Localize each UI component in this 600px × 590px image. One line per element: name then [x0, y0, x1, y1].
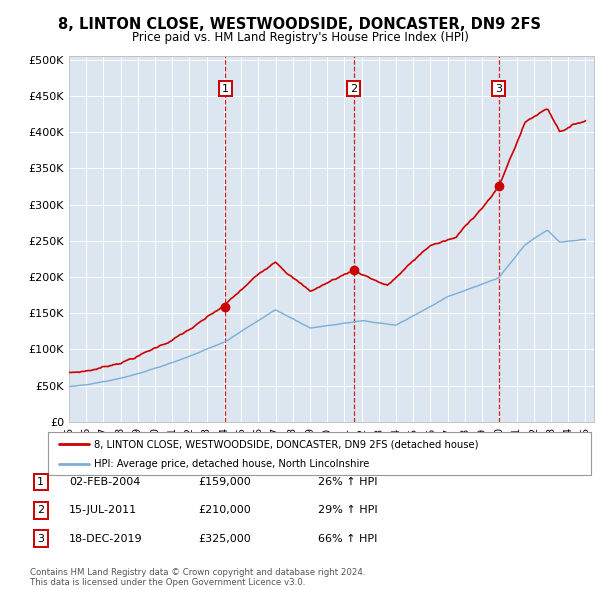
- Text: 8, LINTON CLOSE, WESTWOODSIDE, DONCASTER, DN9 2FS (detached house): 8, LINTON CLOSE, WESTWOODSIDE, DONCASTER…: [94, 440, 479, 450]
- Text: 18-DEC-2019: 18-DEC-2019: [69, 534, 143, 543]
- Text: 1: 1: [222, 84, 229, 94]
- Text: 2: 2: [37, 506, 44, 515]
- Text: Contains HM Land Registry data © Crown copyright and database right 2024.
This d: Contains HM Land Registry data © Crown c…: [30, 568, 365, 587]
- Text: 26% ↑ HPI: 26% ↑ HPI: [318, 477, 377, 487]
- Text: 2: 2: [350, 84, 357, 94]
- Text: £210,000: £210,000: [198, 506, 251, 515]
- Text: £325,000: £325,000: [198, 534, 251, 543]
- Text: 29% ↑ HPI: 29% ↑ HPI: [318, 506, 377, 515]
- Text: 02-FEB-2004: 02-FEB-2004: [69, 477, 140, 487]
- Text: £159,000: £159,000: [198, 477, 251, 487]
- Text: HPI: Average price, detached house, North Lincolnshire: HPI: Average price, detached house, Nort…: [94, 460, 370, 469]
- Text: 3: 3: [495, 84, 502, 94]
- Text: 66% ↑ HPI: 66% ↑ HPI: [318, 534, 377, 543]
- Text: 15-JUL-2011: 15-JUL-2011: [69, 506, 137, 515]
- Text: 1: 1: [37, 477, 44, 487]
- Text: Price paid vs. HM Land Registry's House Price Index (HPI): Price paid vs. HM Land Registry's House …: [131, 31, 469, 44]
- Text: 8, LINTON CLOSE, WESTWOODSIDE, DONCASTER, DN9 2FS: 8, LINTON CLOSE, WESTWOODSIDE, DONCASTER…: [59, 17, 542, 31]
- Text: 3: 3: [37, 534, 44, 543]
